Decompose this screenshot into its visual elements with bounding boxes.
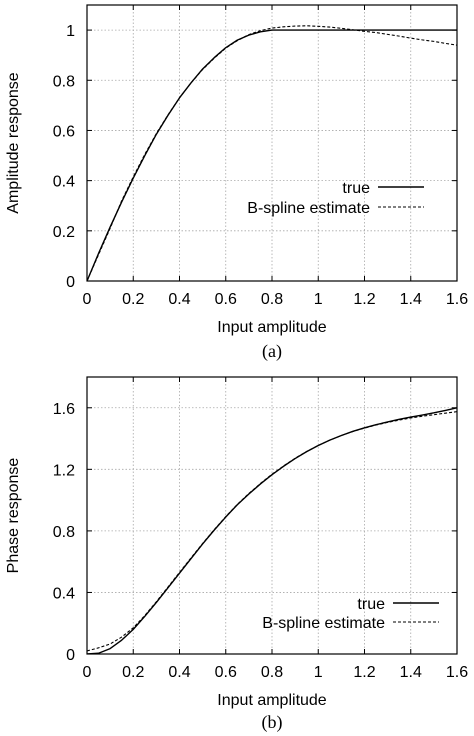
chart-panel-b: 0 0.2 0.4 0.6 0.8 1 1.2 1.4 1.6 0 0.4 0.8 1.2 1.6 Inpu…	[5, 376, 468, 733]
plot-frame	[86, 376, 458, 655]
y-tick-label: 0.6	[53, 123, 75, 140]
x-tick-label: 0	[83, 291, 92, 308]
x-tick-label: 0.4	[168, 664, 190, 681]
x-tick-label: 1.2	[353, 664, 375, 681]
x-tick-label: 0.2	[122, 291, 144, 308]
y-tick-label: 0	[66, 274, 75, 291]
y-tick-label: 0.8	[53, 524, 75, 541]
x-tick-label: 0.8	[261, 291, 283, 308]
plot-frame	[86, 4, 458, 282]
panel-caption: (a)	[262, 341, 282, 362]
x-tick-label: 0.6	[215, 291, 237, 308]
legend-label: true	[357, 596, 385, 613]
x-axis-label: Input amplitude	[217, 692, 327, 709]
x-tick-label: 0.6	[215, 664, 237, 681]
chart-panel-a: 0 0.2 0.4 0.6 0.8 1 1.2 1.4 1.6 0 0.2 0.4 0.6 0.8 1 Inp…	[5, 4, 468, 362]
y-tick-label: 0.4	[53, 585, 75, 602]
x-tick-label: 0.4	[168, 291, 190, 308]
legend-label: B-spline estimate	[247, 200, 370, 217]
x-tick-label: 1.6	[446, 291, 468, 308]
y-tick-label: 1.2	[53, 462, 75, 479]
x-tick-label: 1	[314, 291, 323, 308]
x-tick-label: 1.6	[446, 664, 468, 681]
series-line-true	[87, 407, 457, 654]
y-tick-label: 0.8	[53, 73, 75, 90]
x-tick-label: 0	[83, 664, 92, 681]
y-tick-label: 1	[66, 23, 75, 40]
x-tick-label: 0.8	[261, 664, 283, 681]
x-tick-label: 0.2	[122, 664, 144, 681]
x-tick-label: 1.4	[400, 664, 422, 681]
y-tick-label: 0.2	[53, 224, 75, 241]
y-tick-label: 0	[66, 647, 75, 664]
legend-label: B-spline estimate	[262, 615, 385, 632]
x-tick-label: 1	[314, 664, 323, 681]
y-axis-label: Amplitude response	[5, 72, 22, 214]
panel-caption: (b)	[262, 712, 283, 733]
x-tick-label: 1.2	[353, 291, 375, 308]
y-tick-label: 1.6	[53, 401, 75, 418]
series-line-b-spline-estimate	[87, 411, 457, 652]
x-axis-label: Input amplitude	[217, 319, 327, 336]
y-tick-label: 0.4	[53, 174, 75, 191]
legend-label: true	[342, 180, 370, 197]
x-tick-label: 1.4	[400, 291, 422, 308]
y-axis-label: Phase response	[5, 458, 22, 574]
series-line-b-spline-estimate	[87, 25, 457, 281]
